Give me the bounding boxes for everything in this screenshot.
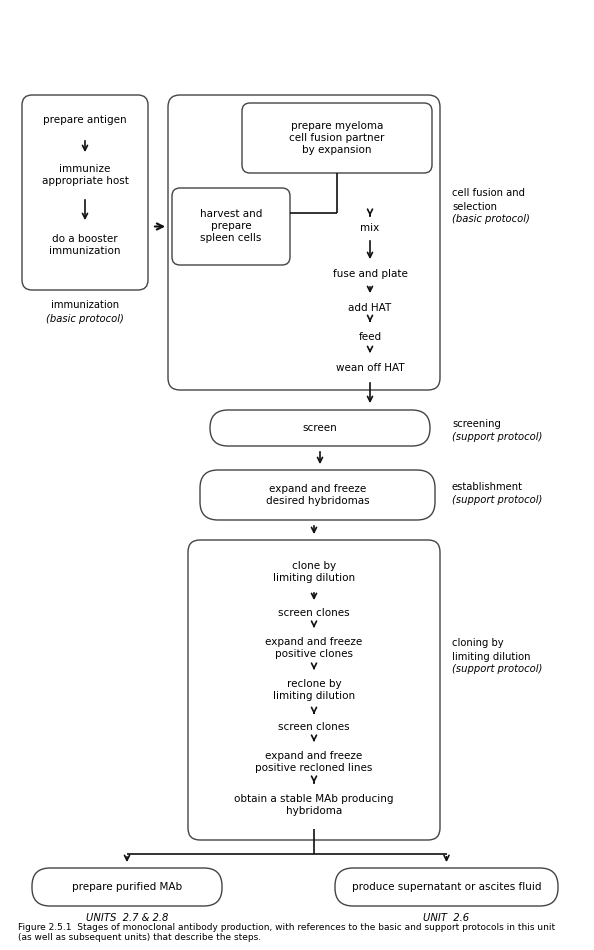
- Text: immunize
appropriate host: immunize appropriate host: [42, 164, 128, 186]
- Text: add HAT: add HAT: [348, 303, 391, 313]
- FancyBboxPatch shape: [168, 95, 440, 390]
- Text: feed: feed: [358, 332, 381, 342]
- Text: mix: mix: [361, 223, 380, 233]
- FancyBboxPatch shape: [242, 103, 432, 173]
- Text: fuse and plate: fuse and plate: [333, 269, 407, 279]
- Text: limiting dilution: limiting dilution: [452, 652, 530, 661]
- Text: produce supernatant or ascites fluid: produce supernatant or ascites fluid: [352, 882, 541, 892]
- Text: Figure 2.5.1  Stages of monoclonal antibody production, with references to the b: Figure 2.5.1 Stages of monoclonal antibo…: [18, 922, 555, 942]
- Text: cell fusion and: cell fusion and: [452, 188, 525, 199]
- Text: (basic protocol): (basic protocol): [46, 314, 124, 324]
- Text: (support protocol): (support protocol): [452, 495, 542, 505]
- Text: screen clones: screen clones: [278, 722, 350, 732]
- Text: prepare myeloma
cell fusion partner
by expansion: prepare myeloma cell fusion partner by e…: [289, 122, 385, 155]
- Text: cloning by: cloning by: [452, 638, 504, 649]
- Text: screen: screen: [302, 423, 337, 433]
- Text: expand and freeze
positive recloned lines: expand and freeze positive recloned line…: [255, 751, 372, 772]
- Text: obtain a stable MAb producing
hybridoma: obtain a stable MAb producing hybridoma: [234, 794, 394, 816]
- Text: expand and freeze
positive clones: expand and freeze positive clones: [266, 637, 362, 658]
- FancyBboxPatch shape: [188, 540, 440, 840]
- Text: do a booster
immunization: do a booster immunization: [49, 235, 121, 256]
- Text: prepare purified MAb: prepare purified MAb: [72, 882, 182, 892]
- FancyBboxPatch shape: [200, 470, 435, 520]
- FancyBboxPatch shape: [172, 188, 290, 265]
- Text: UNITS  2.7 & 2.8: UNITS 2.7 & 2.8: [86, 913, 168, 923]
- Text: selection: selection: [452, 201, 497, 212]
- Text: screening: screening: [452, 419, 501, 429]
- Text: (support protocol): (support protocol): [452, 432, 542, 442]
- FancyBboxPatch shape: [32, 868, 222, 906]
- FancyBboxPatch shape: [22, 95, 148, 290]
- Text: prepare antigen: prepare antigen: [43, 115, 127, 125]
- Text: expand and freeze
desired hybridomas: expand and freeze desired hybridomas: [266, 484, 369, 505]
- Text: UNIT  2.6: UNIT 2.6: [424, 913, 470, 923]
- Text: establishment: establishment: [452, 482, 523, 492]
- FancyBboxPatch shape: [335, 868, 558, 906]
- FancyBboxPatch shape: [210, 410, 430, 446]
- Text: (support protocol): (support protocol): [452, 664, 542, 674]
- Text: screen clones: screen clones: [278, 608, 350, 618]
- Text: harvest and
prepare
spleen cells: harvest and prepare spleen cells: [200, 209, 262, 242]
- Text: (basic protocol): (basic protocol): [452, 215, 530, 224]
- Text: wean off HAT: wean off HAT: [336, 363, 405, 373]
- Text: reclone by
limiting dilution: reclone by limiting dilution: [273, 679, 355, 701]
- Text: clone by
limiting dilution: clone by limiting dilution: [273, 561, 355, 582]
- Text: immunization: immunization: [51, 300, 119, 310]
